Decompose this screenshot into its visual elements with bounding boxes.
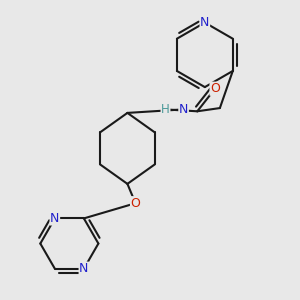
Text: O: O (130, 197, 140, 210)
Text: N: N (179, 103, 188, 116)
Text: H: H (161, 103, 170, 116)
Text: N: N (79, 262, 88, 275)
Text: N: N (50, 212, 59, 225)
Text: O: O (210, 82, 220, 95)
Text: N: N (200, 16, 209, 29)
